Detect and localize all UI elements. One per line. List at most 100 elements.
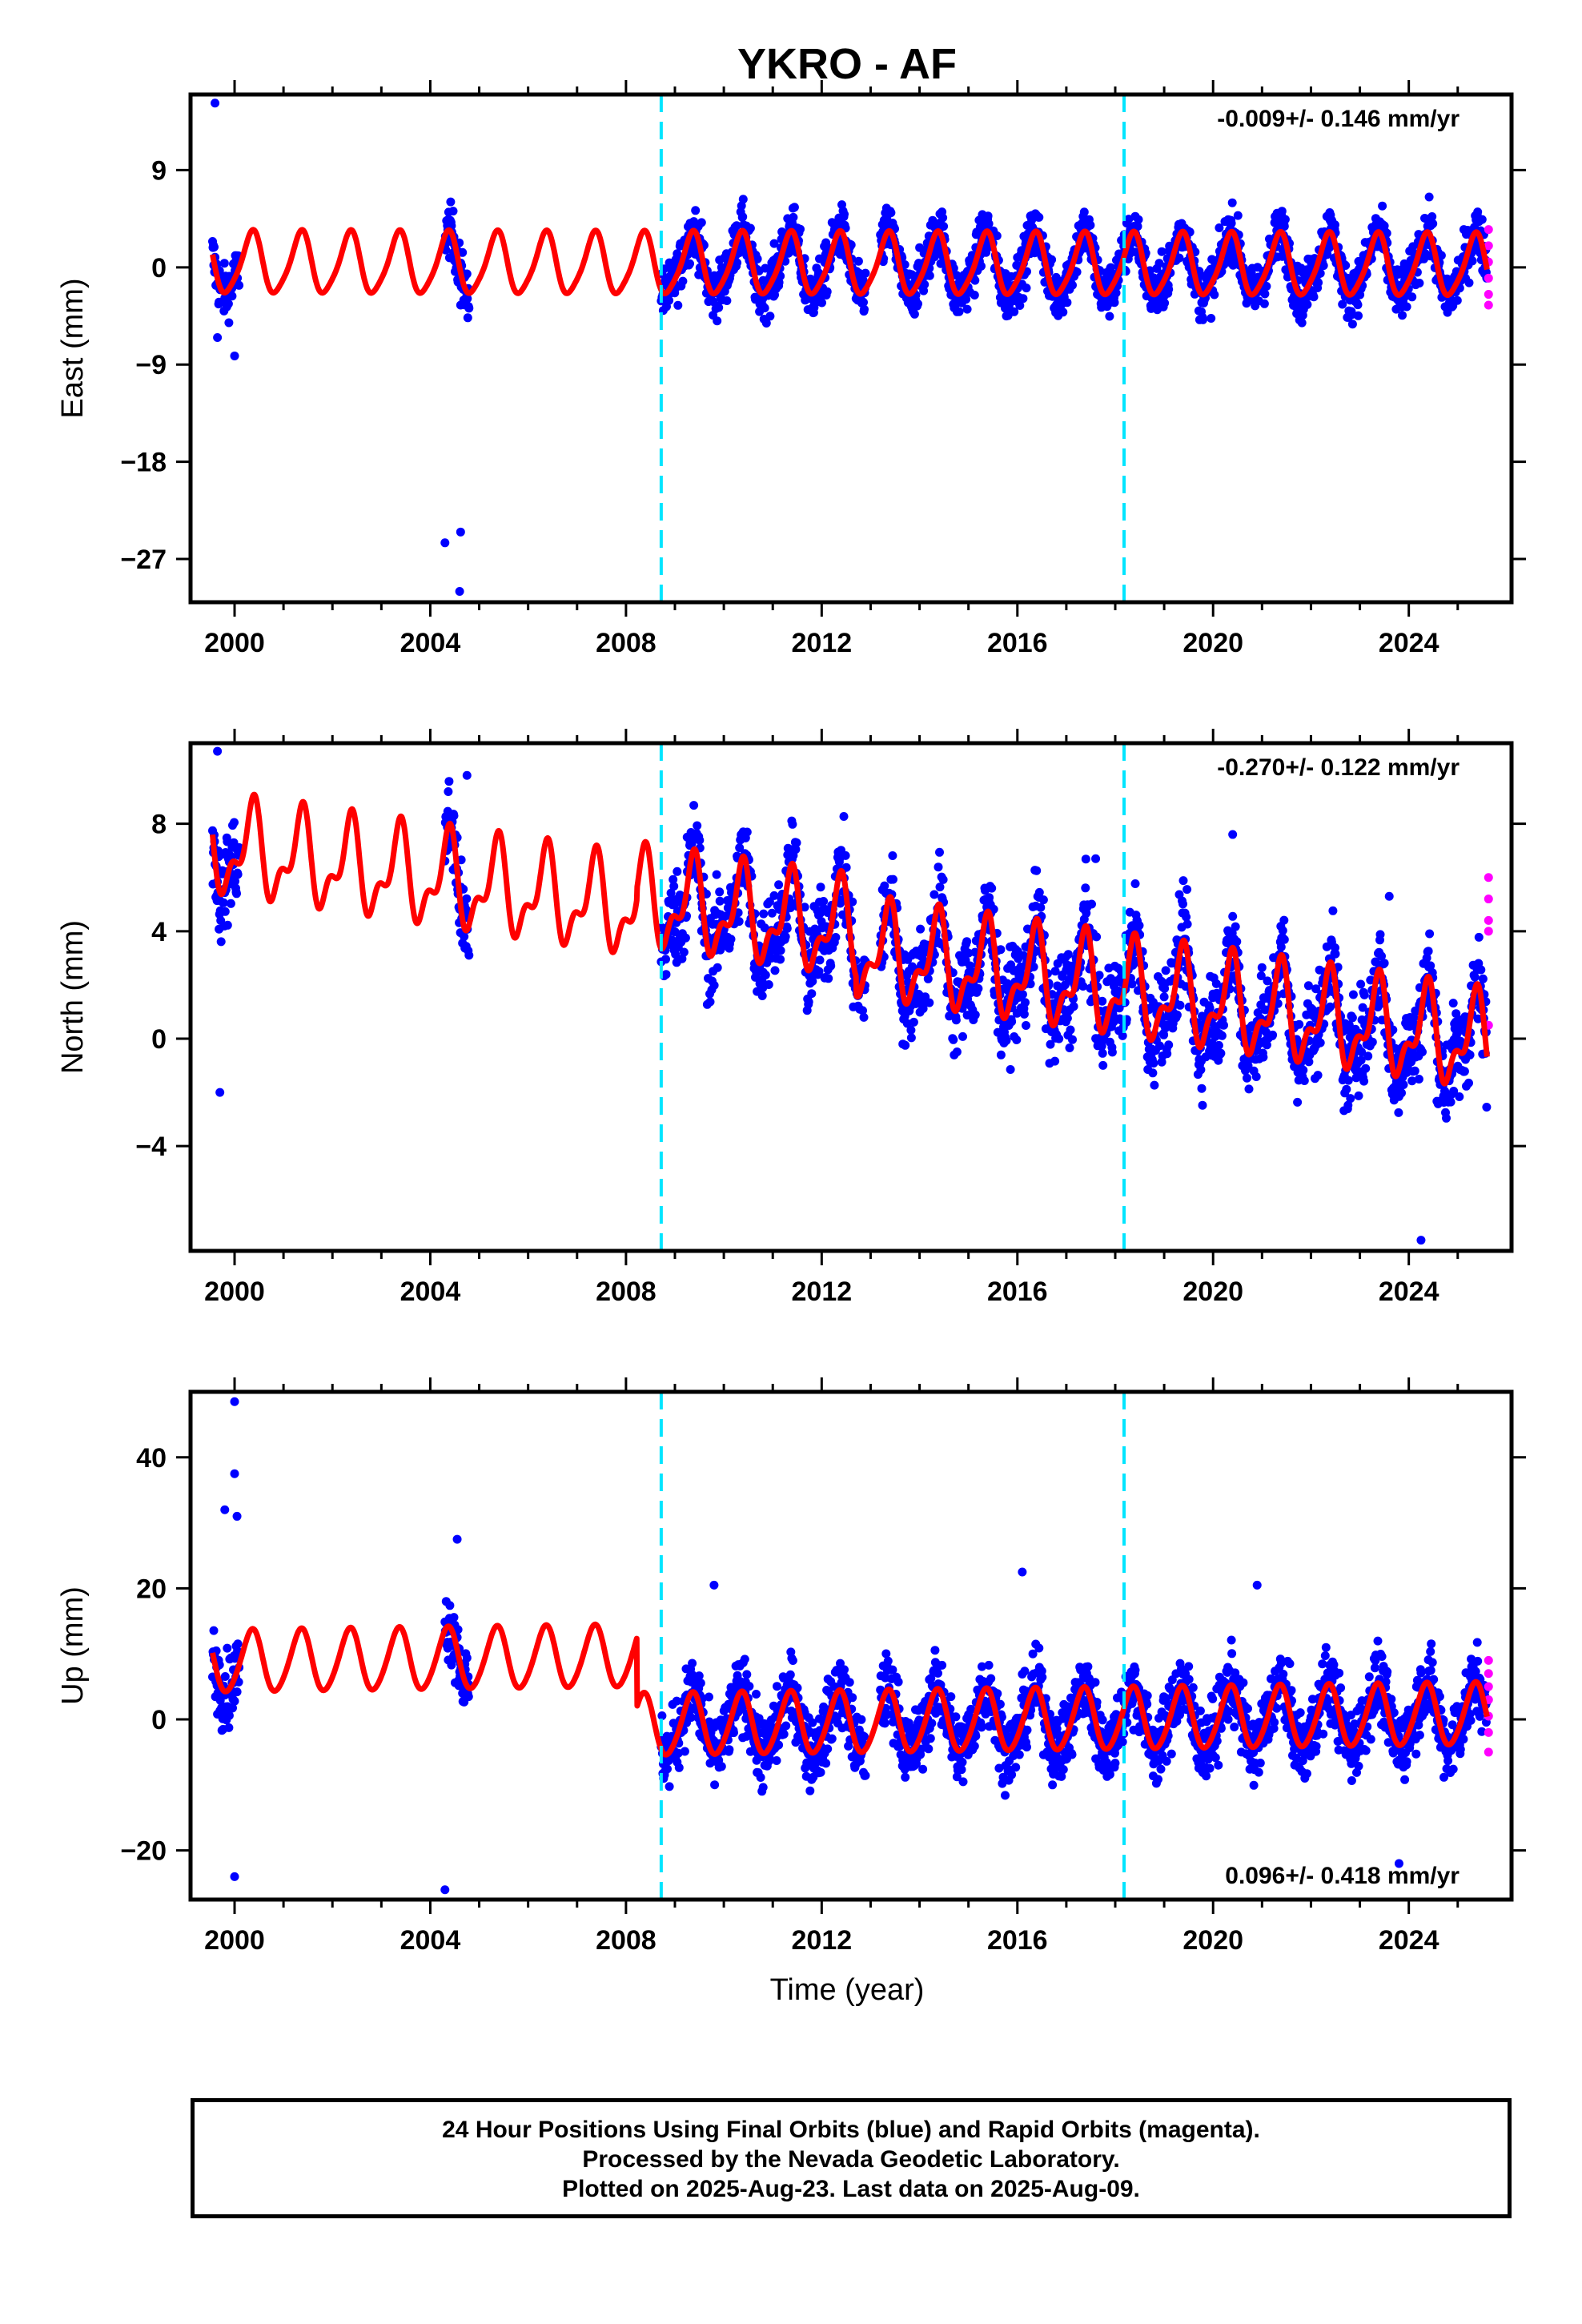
data-point — [462, 1653, 472, 1663]
data-point — [906, 1033, 916, 1043]
data-point — [1314, 278, 1323, 287]
data-point — [1034, 212, 1044, 222]
data-point — [909, 1017, 918, 1027]
data-point — [464, 951, 474, 960]
data-point — [1092, 932, 1102, 942]
data-point — [1228, 911, 1238, 921]
y-axis-label-east: East (mm) — [56, 278, 90, 418]
data-point — [1207, 314, 1216, 323]
data-point — [715, 887, 725, 897]
data-point — [839, 812, 849, 821]
data-point — [694, 1671, 704, 1681]
data-point — [209, 1626, 219, 1635]
outlier-point — [1384, 891, 1394, 901]
data-point — [788, 819, 797, 829]
data-point — [669, 882, 679, 891]
data-point — [1482, 1103, 1492, 1112]
data-point — [1002, 1035, 1011, 1045]
data-point — [1343, 1076, 1353, 1085]
data-point — [1086, 220, 1095, 230]
velocity-label-east: -0.009+/- 0.146 mm/yr — [1217, 106, 1460, 132]
data-point — [804, 997, 813, 1007]
data-point — [1279, 222, 1289, 231]
data-point — [1149, 1059, 1158, 1068]
data-point — [816, 883, 825, 892]
data-point — [1214, 1040, 1223, 1050]
data-point — [226, 899, 235, 908]
data-point — [458, 247, 468, 257]
data-point — [939, 222, 949, 231]
data-point — [446, 197, 456, 207]
data-point — [1448, 999, 1458, 1008]
data-point — [681, 933, 690, 943]
data-point — [760, 304, 769, 313]
data-point — [1196, 1065, 1206, 1075]
data-point — [925, 998, 934, 1007]
data-point — [1047, 255, 1057, 264]
outlier-point — [215, 1088, 225, 1097]
data-point — [974, 983, 983, 993]
data-point — [952, 1047, 962, 1056]
data-point — [1379, 959, 1389, 968]
data-point — [1315, 1038, 1325, 1047]
data-point — [713, 316, 722, 326]
data-point — [1476, 965, 1486, 975]
data-point — [759, 909, 769, 919]
data-point — [689, 801, 699, 810]
data-point — [854, 268, 864, 278]
x-tick-label: 2004 — [400, 1277, 461, 1307]
data-point — [796, 224, 805, 234]
data-point — [725, 1745, 734, 1755]
data-point — [680, 1747, 689, 1756]
data-point — [674, 1763, 684, 1772]
data-point — [1178, 899, 1187, 909]
data-point — [886, 208, 896, 218]
data-point — [1259, 1052, 1268, 1062]
data-point — [1018, 990, 1027, 999]
data-point — [1105, 312, 1114, 321]
data-point — [665, 1782, 674, 1791]
data-point — [928, 215, 938, 225]
data-point — [449, 811, 459, 821]
data-point — [1161, 966, 1170, 975]
data-point — [1111, 288, 1121, 298]
data-point — [1415, 279, 1424, 287]
data-point — [1199, 315, 1207, 324]
rapid-point — [1484, 273, 1493, 283]
data-point — [1063, 950, 1073, 959]
y-tick-label: 0 — [151, 1024, 167, 1055]
data-point — [823, 1744, 833, 1754]
data-point — [745, 223, 755, 233]
data-point — [235, 280, 244, 290]
data-point — [782, 923, 792, 933]
data-point — [1054, 1034, 1064, 1043]
data-point — [758, 1783, 768, 1792]
data-point — [1424, 192, 1434, 202]
x-tick-label: 2012 — [792, 628, 853, 658]
rapid-point — [1484, 290, 1493, 300]
data-point — [1338, 300, 1347, 309]
data-point — [1134, 215, 1143, 224]
data-point — [1299, 1065, 1308, 1075]
data-point — [1375, 930, 1385, 939]
data-point — [789, 212, 798, 222]
data-point — [934, 862, 943, 872]
data-point — [463, 294, 472, 304]
data-point — [1313, 1071, 1323, 1080]
data-point — [1015, 301, 1025, 310]
data-point — [726, 935, 736, 944]
data-point — [223, 920, 232, 930]
data-point — [962, 304, 972, 314]
data-point — [807, 989, 817, 999]
outlier-point — [1228, 830, 1238, 839]
data-point — [1328, 906, 1338, 915]
panel-frame-north — [188, 741, 1514, 1253]
data-point — [785, 1670, 795, 1679]
data-point — [860, 304, 869, 314]
data-point — [688, 1659, 697, 1668]
data-point — [444, 777, 454, 786]
data-point — [901, 1040, 910, 1050]
data-point — [970, 275, 980, 285]
data-point — [1394, 1108, 1403, 1117]
